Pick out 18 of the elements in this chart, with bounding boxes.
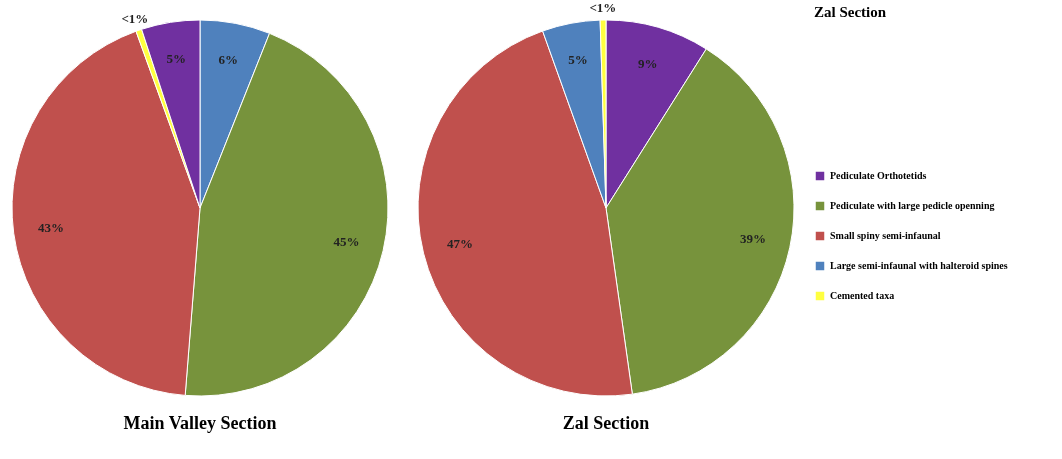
legend-label: Pediculate Orthotetids [830, 170, 927, 181]
data-label: 43% [37, 220, 64, 236]
data-label: 9% [638, 55, 658, 71]
legend-title: Zal Section [814, 4, 887, 20]
legend-label: Large semi-infaunal with halteroid spines [830, 260, 1008, 271]
data-label: 6% [218, 52, 239, 68]
data-label: 5% [568, 52, 588, 68]
data-label: <1% [121, 10, 149, 26]
legend-label: Small spiny semi-infaunal [830, 230, 941, 241]
data-label: 5% [166, 51, 187, 67]
data-label: <1% [589, 0, 617, 16]
text: Main Valley Section [123, 413, 277, 433]
data-label: 47% [446, 236, 473, 252]
data-label: 45% [333, 234, 360, 250]
data-label: 39% [740, 231, 767, 247]
legend-label: Pediculate with large pedicle openning [830, 200, 995, 211]
legend-label: Cemented taxa [830, 290, 895, 301]
text: Zal Section [562, 413, 650, 433]
